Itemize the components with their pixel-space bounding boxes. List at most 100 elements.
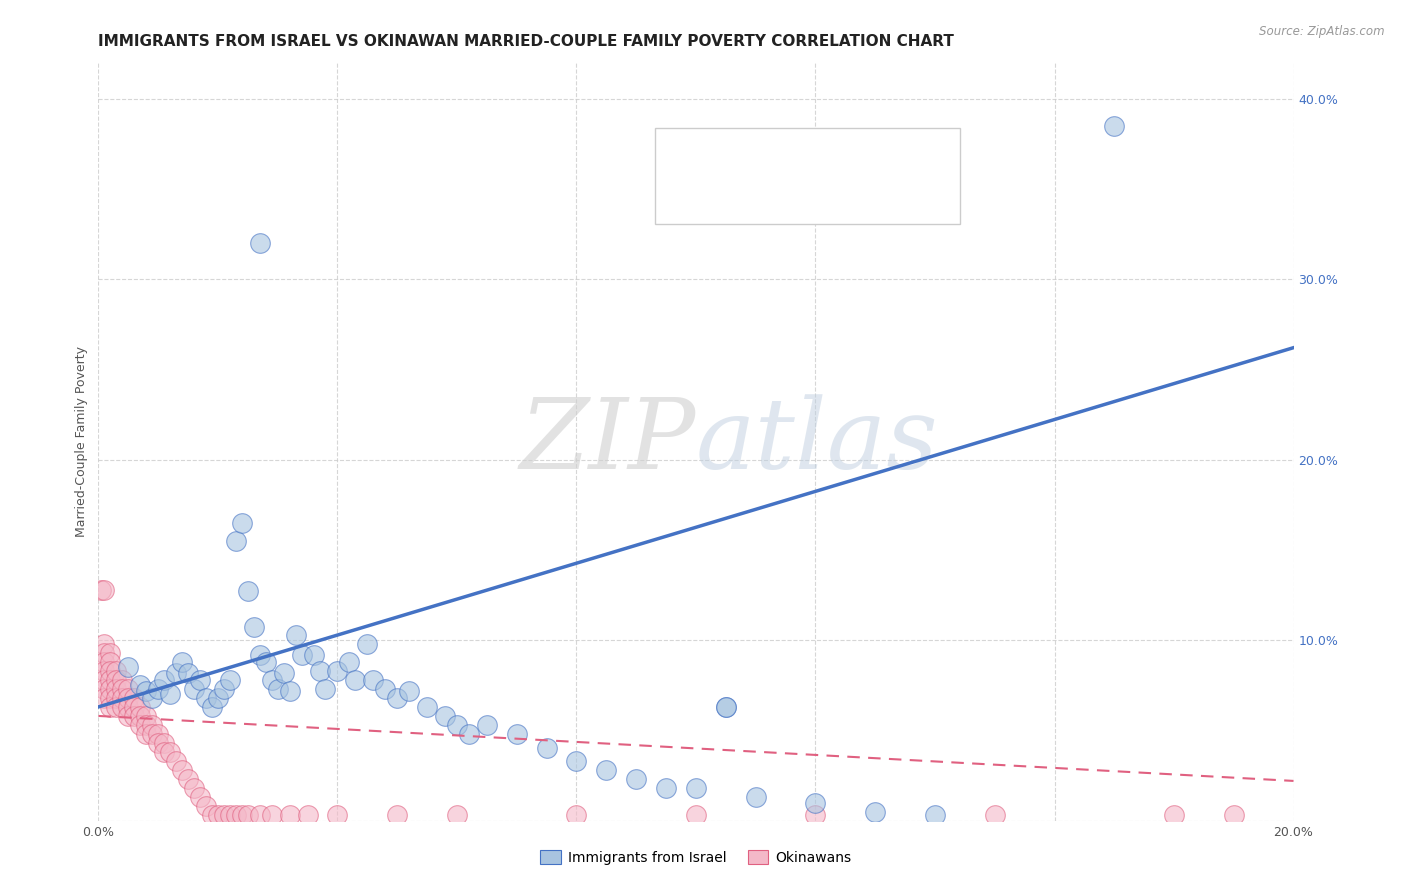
Point: [356, 637, 378, 651]
Point: [165, 754, 187, 768]
Point: [93, 664, 115, 678]
Point: [236, 584, 259, 599]
Point: [183, 781, 205, 796]
Point: [1104, 119, 1126, 133]
Point: [135, 727, 157, 741]
Point: [278, 683, 301, 698]
Point: [124, 690, 146, 705]
Point: [446, 808, 468, 822]
Point: [284, 628, 307, 642]
Text: 58: 58: [877, 146, 897, 161]
Point: [385, 808, 409, 822]
Point: [302, 648, 325, 662]
Point: [804, 808, 827, 822]
Point: [153, 745, 176, 759]
Text: R =: R =: [707, 190, 735, 205]
Point: [141, 718, 163, 732]
Point: [236, 808, 259, 822]
Point: [398, 683, 420, 698]
Point: [90, 582, 112, 597]
Point: [93, 582, 115, 597]
Point: [117, 690, 139, 705]
Point: [475, 718, 498, 732]
Point: [98, 655, 122, 669]
Point: [98, 681, 122, 696]
Point: [98, 673, 122, 687]
Point: [129, 718, 152, 732]
Point: [249, 235, 271, 250]
Point: [105, 664, 128, 678]
Point: [446, 718, 468, 732]
Point: [326, 664, 349, 678]
Point: [177, 665, 200, 680]
Point: [105, 690, 128, 705]
Point: [225, 533, 247, 548]
Point: [159, 745, 181, 759]
Point: [565, 808, 588, 822]
Point: [254, 655, 277, 669]
Point: [188, 673, 211, 687]
Point: [804, 796, 827, 810]
Point: [183, 681, 205, 696]
Point: [865, 805, 887, 819]
Point: [135, 683, 157, 698]
FancyBboxPatch shape: [665, 184, 695, 212]
Point: [153, 673, 176, 687]
Point: [626, 772, 648, 786]
Point: [714, 699, 737, 714]
Text: IMMIGRANTS FROM ISRAEL VS OKINAWAN MARRIED-COUPLE FAMILY POVERTY CORRELATION CHA: IMMIGRANTS FROM ISRAEL VS OKINAWAN MARRI…: [98, 34, 955, 49]
Point: [135, 709, 157, 723]
Point: [141, 690, 163, 705]
Point: [278, 808, 301, 822]
Point: [231, 808, 253, 822]
Point: [219, 808, 242, 822]
Point: [291, 648, 314, 662]
Point: [159, 687, 181, 701]
Text: N =: N =: [830, 146, 858, 161]
Point: [297, 808, 319, 822]
FancyBboxPatch shape: [655, 128, 960, 224]
Point: [458, 727, 481, 741]
FancyBboxPatch shape: [665, 139, 695, 168]
Point: [93, 690, 115, 705]
Point: [363, 673, 385, 687]
Point: [249, 648, 271, 662]
Point: [129, 699, 152, 714]
Point: [111, 681, 134, 696]
Point: [111, 673, 134, 687]
Point: [93, 655, 115, 669]
Point: [165, 665, 187, 680]
Text: R =: R =: [707, 146, 735, 161]
Point: [565, 754, 588, 768]
Text: Source: ZipAtlas.com: Source: ZipAtlas.com: [1260, 25, 1385, 38]
Point: [745, 790, 768, 805]
Point: [98, 699, 122, 714]
Point: [129, 678, 152, 692]
Point: [195, 690, 218, 705]
Point: [506, 727, 529, 741]
Point: [177, 772, 200, 786]
Point: [124, 709, 146, 723]
Point: [344, 673, 367, 687]
Point: [124, 699, 146, 714]
Point: [135, 718, 157, 732]
Point: [219, 673, 242, 687]
Point: [267, 681, 290, 696]
Point: [326, 808, 349, 822]
Point: [98, 664, 122, 678]
Text: N =: N =: [830, 190, 858, 205]
Point: [105, 681, 128, 696]
Point: [434, 709, 457, 723]
Point: [260, 673, 283, 687]
Point: [225, 808, 247, 822]
Point: [111, 690, 134, 705]
Point: [93, 637, 115, 651]
Point: [153, 736, 176, 750]
Point: [188, 790, 211, 805]
Point: [924, 808, 946, 822]
Point: [536, 741, 558, 756]
Point: [111, 699, 134, 714]
Point: [93, 673, 115, 687]
Point: [148, 736, 170, 750]
Point: [685, 808, 707, 822]
